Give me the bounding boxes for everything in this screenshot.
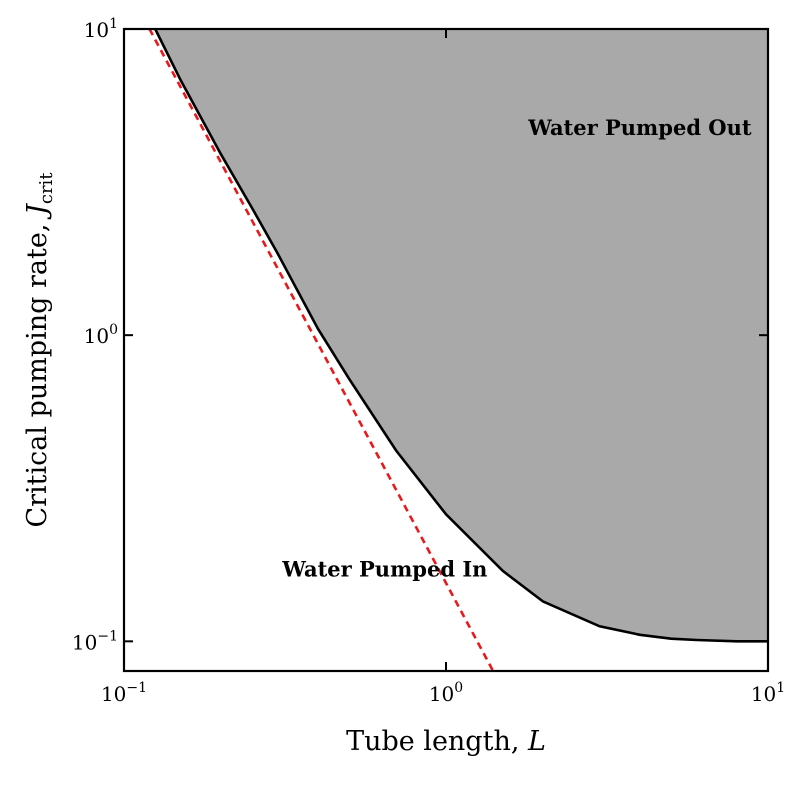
axis-ticks — [123, 28, 769, 671]
annotation-water-pumped-out: Water Pumped Out — [527, 115, 752, 140]
x-tick-label: 10−1 — [101, 680, 147, 706]
x-tick-labels: 10−1 100 101 — [101, 680, 785, 706]
plot-area — [122, 27, 770, 673]
y-axis-title-text: Critical pumping rate, — [22, 215, 53, 528]
y-tick-label: 10−1 — [72, 628, 118, 654]
y-axis-title-variable: J — [22, 202, 53, 220]
y-axis-title-subscript: crit — [36, 172, 57, 204]
shaded-region-water-pumped-out — [155, 29, 768, 642]
x-tick-label: 100 — [429, 680, 463, 706]
x-axis-title-text: Tube length, — [346, 726, 528, 757]
annotation-water-pumped-in: Water Pumped In — [281, 556, 487, 581]
y-tick-label: 100 — [84, 322, 118, 348]
series-solid-critical-curve — [154, 28, 768, 643]
y-tick-label: 101 — [84, 16, 118, 42]
series-dashed-asymptote — [148, 28, 495, 672]
x-axis-title-variable: L — [527, 726, 546, 757]
y-tick-labels: 10−1 100 101 — [72, 16, 118, 654]
x-tick-label: 101 — [751, 680, 785, 706]
y-axis-title: Critical pumping rate, Jcrit — [22, 172, 57, 528]
x-axis-title: Tube length, L — [346, 726, 546, 757]
